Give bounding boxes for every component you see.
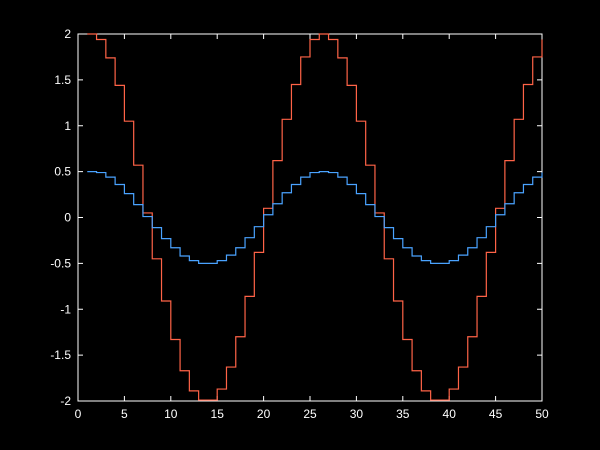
x-tick-label: 0 [75, 407, 82, 421]
x-tick-label: 25 [303, 407, 317, 421]
x-tick-label: 15 [211, 407, 225, 421]
y-tick-label: 0 [64, 211, 71, 225]
x-tick-label: 20 [257, 407, 271, 421]
y-tick-label: -1 [60, 302, 71, 316]
y-tick-label: -0.5 [50, 256, 71, 270]
y-tick-label: -1.5 [50, 348, 71, 362]
x-tick-label: 30 [350, 407, 364, 421]
x-tick-label: 40 [443, 407, 457, 421]
series-line-2 [87, 171, 543, 264]
series-line-1 [87, 33, 543, 401]
y-tick-label: -2 [60, 394, 71, 408]
x-tick-label: 10 [164, 407, 178, 421]
x-tick-label: 35 [396, 407, 410, 421]
y-tick-label: 1 [64, 119, 71, 133]
axis-ticks: 0 5 10 15 20 25 30 35 40 45 50 2 1.5 1 0.5 0 -0.5 -1 -1.5 -… [50, 27, 549, 421]
y-tick-label: 0.5 [54, 165, 71, 179]
x-tick-label: 50 [535, 407, 549, 421]
x-tick-label: 45 [489, 407, 503, 421]
y-tick-label: 1.5 [54, 73, 71, 87]
series-layer [87, 33, 543, 401]
x-tick-label: 5 [121, 407, 128, 421]
y-tick-label: 2 [64, 27, 71, 41]
